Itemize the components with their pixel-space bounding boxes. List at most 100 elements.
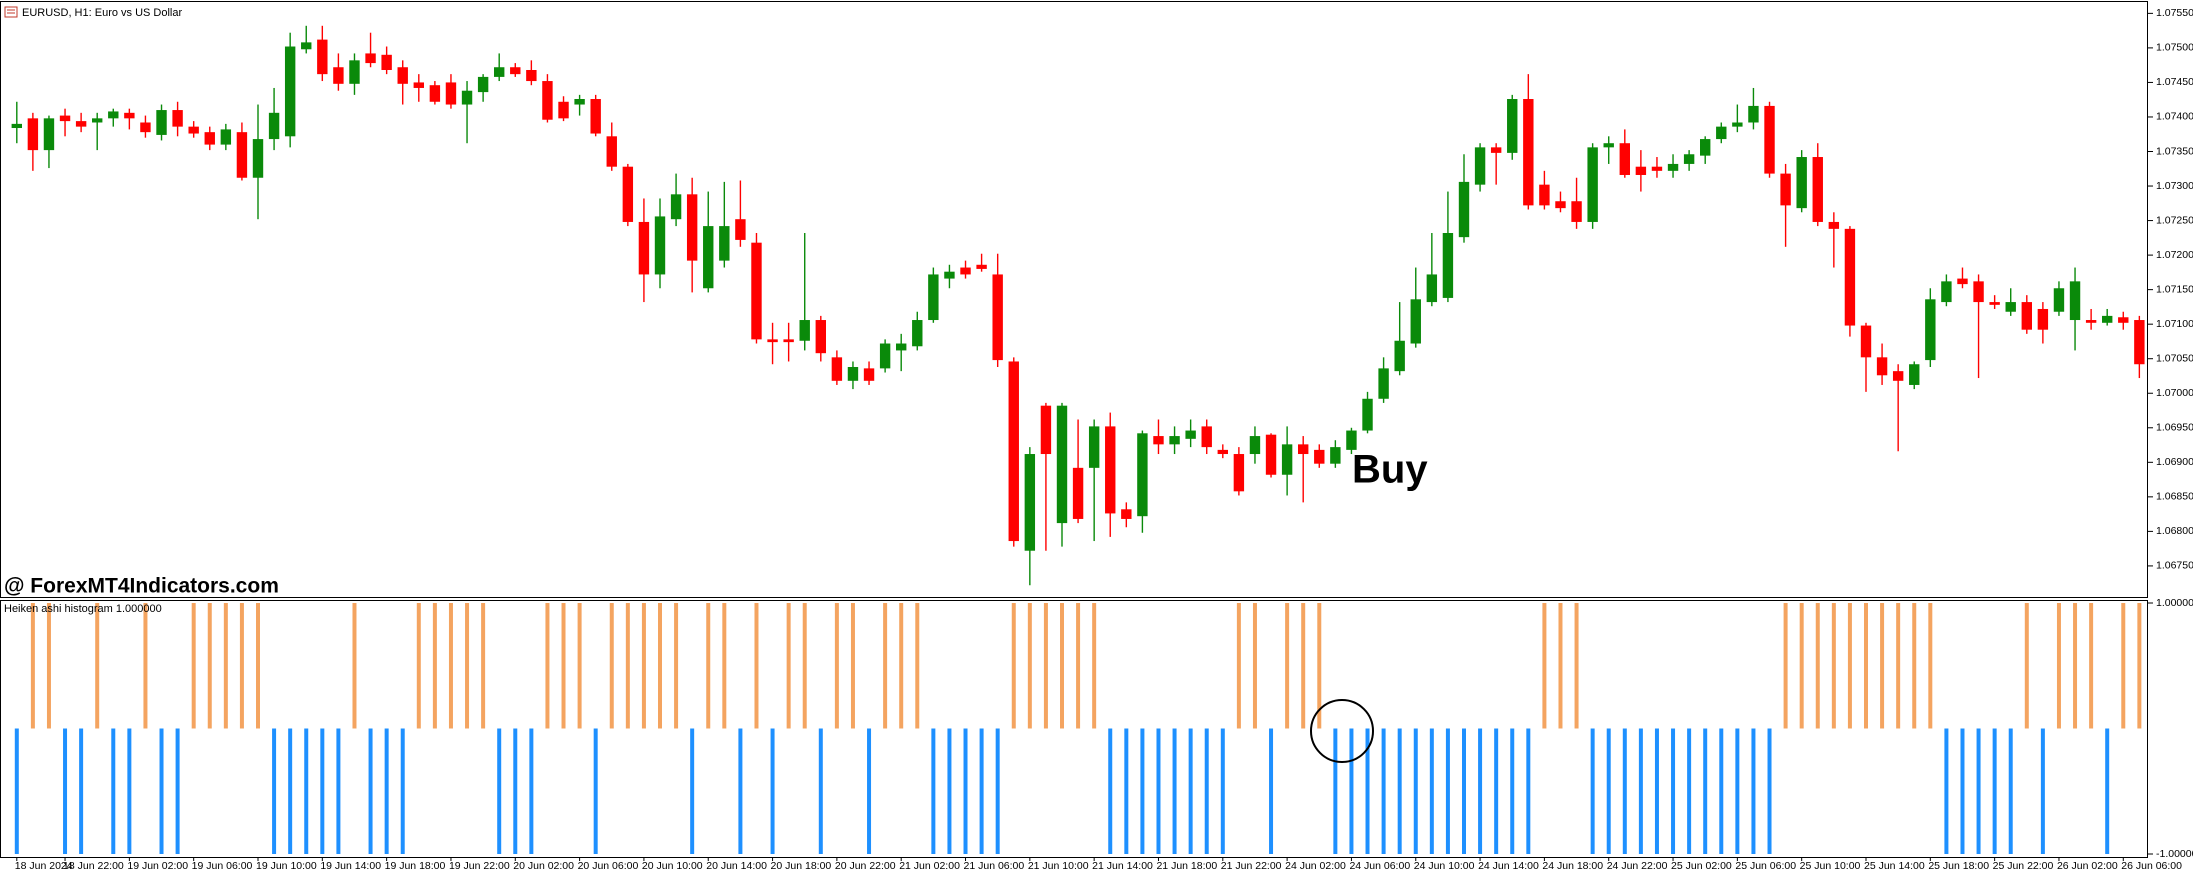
candle-body — [1619, 143, 1630, 175]
histogram-bar — [561, 603, 566, 729]
histogram-bar — [1429, 728, 1434, 854]
histogram-bar — [304, 728, 309, 854]
histogram-bar — [1654, 728, 1659, 854]
y-tick-label: 1.06900 — [2156, 456, 2193, 468]
histogram-bar — [1462, 728, 1466, 854]
candle-body — [863, 368, 875, 381]
histogram-bar — [1043, 603, 1048, 729]
candle-body — [719, 226, 730, 261]
y-tick-label: 1.06750 — [2156, 560, 2193, 572]
x-tick-label: 24 Jun 22:00 — [1607, 860, 1668, 872]
x-tick-label: 25 Jun 02:00 — [1671, 860, 1732, 872]
candle-body — [1973, 281, 1984, 303]
candle-body — [928, 274, 939, 321]
y-tick-label: 1.07450 — [2156, 76, 2193, 88]
candle-body — [703, 226, 714, 289]
candle-body — [1442, 233, 1454, 298]
histogram-bar — [143, 603, 148, 729]
histogram-bar — [2105, 728, 2110, 854]
candle-body — [494, 67, 505, 77]
x-tick-label: 18 Jun 22:00 — [63, 860, 124, 872]
candle-body — [1281, 444, 1293, 475]
candle-body — [1876, 357, 1888, 376]
histogram-bar — [2024, 603, 2029, 729]
candle-body — [1603, 143, 1614, 148]
y-tick-label: 1.06850 — [2156, 491, 2193, 503]
histogram-bar — [2040, 728, 2045, 854]
candle-body — [1426, 274, 1438, 303]
histogram-bar — [175, 728, 180, 854]
candle-body — [1844, 228, 1856, 326]
candle-body — [654, 216, 666, 275]
x-tick-label: 21 Jun 02:00 — [899, 860, 960, 872]
price-pane-frame — [0, 1, 2148, 598]
y-tick-label: 1.07150 — [2156, 283, 2193, 295]
candle-body — [1732, 122, 1743, 127]
histogram-bar — [899, 603, 904, 729]
histogram-bar — [2137, 603, 2142, 729]
histogram-bar — [497, 728, 502, 854]
candle-body — [27, 118, 39, 151]
histogram-bar — [465, 603, 470, 729]
candle-body — [1105, 426, 1116, 514]
candle-body — [2118, 317, 2129, 323]
histogram-bar — [1011, 603, 1016, 729]
histogram-bar — [368, 728, 373, 854]
histogram-bar — [46, 603, 51, 729]
x-tick-label: 21 Jun 22:00 — [1221, 860, 1282, 872]
candle-body — [188, 126, 199, 134]
histogram-bar — [786, 603, 791, 729]
y-tick-label: 1.07000 — [2156, 387, 2193, 399]
histogram-bar — [1445, 728, 1450, 854]
candle-body — [1298, 444, 1309, 455]
histogram-bar — [223, 603, 228, 729]
candle-body — [252, 139, 264, 178]
highlight-circle — [1310, 699, 1374, 763]
x-tick-label: 19 Jun 22:00 — [449, 860, 510, 872]
candle-body — [574, 99, 585, 105]
candle-body — [815, 320, 826, 354]
histogram-bar — [159, 728, 164, 854]
histogram-bar — [2121, 603, 2126, 729]
histogram-bar — [2056, 603, 2061, 729]
histogram-bar — [1156, 728, 1161, 854]
histogram-bar — [754, 603, 759, 729]
candle-body — [1667, 163, 1679, 171]
candle-body — [767, 339, 778, 343]
histogram-bar — [609, 603, 614, 729]
candle-body — [2134, 320, 2145, 365]
x-tick-label: 20 Jun 02:00 — [513, 860, 574, 872]
histogram-bar — [1220, 728, 1225, 854]
x-tick-label: 19 Jun 02:00 — [127, 860, 188, 872]
histogram-bar — [1960, 728, 1965, 854]
candle-body — [1137, 433, 1148, 517]
histogram-bar — [513, 728, 518, 854]
histogram-bar — [1606, 728, 1611, 854]
histogram-bar — [1767, 728, 1772, 854]
symbol-icon — [4, 6, 18, 18]
x-tick-label: 20 Jun 10:00 — [642, 860, 703, 872]
candle-body — [799, 320, 810, 341]
histogram-bar — [867, 728, 872, 854]
candle-body — [397, 67, 408, 84]
x-tick-label: 20 Jun 14:00 — [706, 860, 767, 872]
candle-body — [236, 132, 248, 178]
candle-body — [43, 118, 55, 151]
candle-body — [1780, 173, 1791, 206]
x-tick-label: 20 Jun 18:00 — [771, 860, 832, 872]
histogram-bar — [2089, 603, 2094, 729]
histogram-bar — [1140, 728, 1145, 854]
histogram-bar — [1236, 603, 1241, 729]
histogram-bar — [14, 728, 19, 854]
candle-body — [2053, 288, 2065, 312]
candle-body — [1410, 299, 1421, 344]
candle-body — [1249, 436, 1261, 455]
histogram-bar — [1124, 728, 1129, 854]
y-tick-label: 1.06950 — [2156, 422, 2193, 434]
histogram-bar — [529, 728, 534, 854]
histogram-bar — [288, 728, 293, 854]
histogram-bar — [1285, 603, 1290, 729]
histogram-bar — [79, 728, 84, 854]
histogram-bar — [111, 728, 116, 854]
indicator-pane-frame — [0, 600, 2148, 858]
